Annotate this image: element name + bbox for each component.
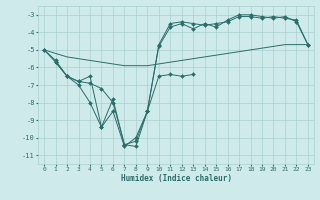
X-axis label: Humidex (Indice chaleur): Humidex (Indice chaleur) bbox=[121, 174, 231, 183]
